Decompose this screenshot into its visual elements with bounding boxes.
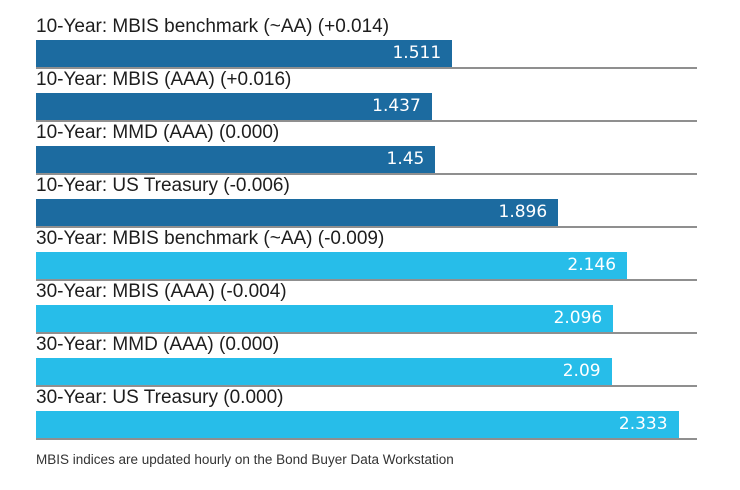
bar-label: 30-Year: MMD (AAA) (0.000)	[36, 334, 280, 355]
bar: 2.146	[36, 252, 628, 279]
bar: 2.09	[36, 358, 612, 385]
bar-track: 2.333	[36, 411, 697, 440]
bar: 1.437	[36, 93, 432, 120]
yield-bar-chart: 10-Year: MBIS benchmark (~AA) (+0.014) 1.…	[36, 16, 697, 440]
bar: 2.333	[36, 411, 679, 438]
bar-track: 1.896	[36, 199, 697, 228]
bar-value-label: 1.45	[386, 149, 425, 169]
bar: 2.096	[36, 305, 614, 332]
bar-track: 1.45	[36, 146, 697, 175]
bar-label: 10-Year: MBIS (AAA) (+0.016)	[36, 69, 292, 90]
bar-track: 2.096	[36, 305, 697, 334]
bar-label: 30-Year: US Treasury (0.000)	[36, 387, 284, 408]
bar-row: 30-Year: MBIS benchmark (~AA) (-0.009) 2.…	[36, 228, 697, 281]
bar-track: 1.511	[36, 40, 697, 69]
bar-label: 10-Year: US Treasury (-0.006)	[36, 175, 290, 196]
bar-value-label: 1.896	[498, 202, 548, 222]
bar-value-label: 2.333	[618, 414, 668, 434]
bar-label: 10-Year: MMD (AAA) (0.000)	[36, 122, 280, 143]
bar: 1.896	[36, 199, 559, 226]
bar-value-label: 2.09	[562, 361, 601, 381]
bar-label: 30-Year: MBIS (AAA) (-0.004)	[36, 281, 287, 302]
bar-track: 2.09	[36, 358, 697, 387]
bar-value-label: 1.511	[392, 43, 442, 63]
chart-footnote: MBIS indices are updated hourly on the B…	[36, 452, 454, 467]
bar-row: 30-Year: MBIS (AAA) (-0.004) 2.096	[36, 281, 697, 334]
bar-row: 10-Year: MBIS (AAA) (+0.016) 1.437	[36, 69, 697, 122]
bar-row: 10-Year: US Treasury (-0.006) 1.896	[36, 175, 697, 228]
bar-value-label: 1.437	[372, 96, 421, 116]
bar-row: 10-Year: MBIS benchmark (~AA) (+0.014) 1.…	[36, 16, 697, 69]
bar-value-label: 2.096	[553, 308, 603, 328]
bar-row: 30-Year: US Treasury (0.000) 2.333	[36, 387, 697, 440]
bar-track: 1.437	[36, 93, 697, 122]
bar: 1.45	[36, 146, 436, 173]
bar-label: 10-Year: MBIS benchmark (~AA) (+0.014)	[36, 16, 390, 37]
yield-chart-page: 10-Year: MBIS benchmark (~AA) (+0.014) 1.…	[36, 16, 697, 467]
bar: 1.511	[36, 40, 453, 67]
bar-row: 30-Year: MMD (AAA) (0.000) 2.09	[36, 334, 697, 387]
bar-row: 10-Year: MMD (AAA) (0.000) 1.45	[36, 122, 697, 175]
bar-label: 30-Year: MBIS benchmark (~AA) (-0.009)	[36, 228, 385, 249]
bar-track: 2.146	[36, 252, 697, 281]
bar-value-label: 2.146	[567, 255, 617, 275]
